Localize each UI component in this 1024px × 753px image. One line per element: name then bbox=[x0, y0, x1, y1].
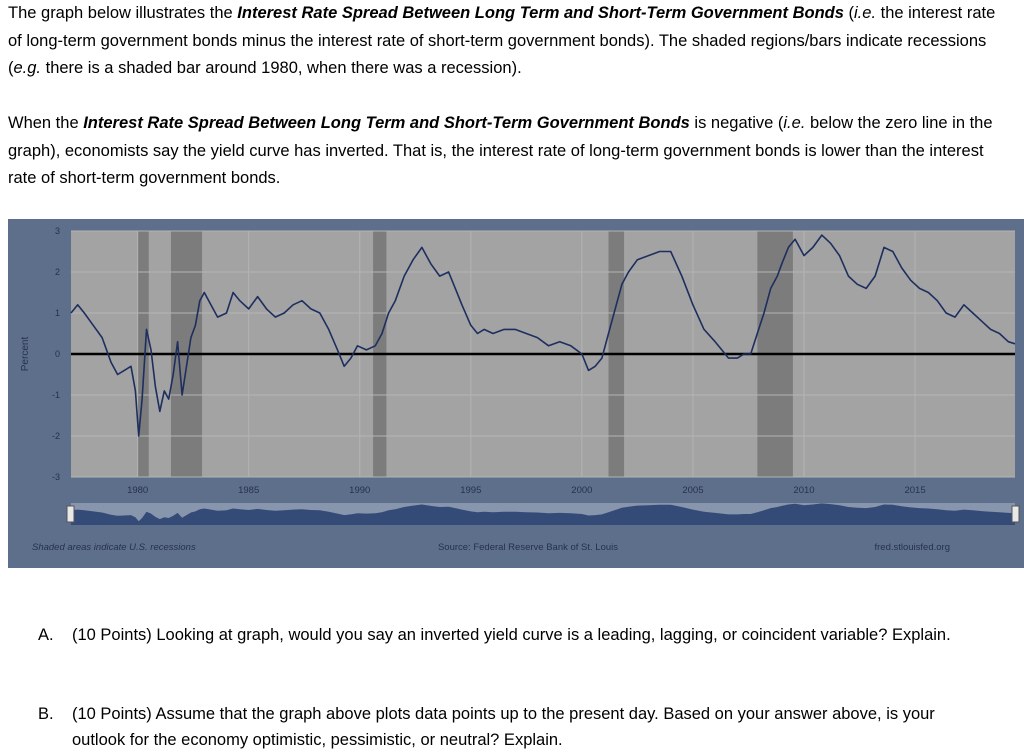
intro-paragraph-2: When the Interest Rate Spread Between Lo… bbox=[8, 114, 993, 187]
y-tick-label: 3 bbox=[55, 226, 60, 236]
question-letter: A. bbox=[38, 626, 54, 644]
intro-paragraph-1: The graph below illustrates the Interest… bbox=[8, 4, 996, 77]
y-axis-label: Percent bbox=[20, 337, 31, 372]
range-handle-right bbox=[1011, 505, 1020, 523]
x-tick-label: 2000 bbox=[571, 485, 592, 496]
x-tick-label: 1995 bbox=[460, 485, 481, 496]
chart-site: fred.stlouisfed.org bbox=[874, 542, 950, 553]
y-tick-label: -3 bbox=[52, 472, 60, 482]
x-tick-label: 1990 bbox=[349, 485, 370, 496]
chart-footer-note: Shaded areas indicate U.S. recessions bbox=[32, 542, 196, 553]
y-tick-label: 1 bbox=[55, 308, 60, 318]
y-tick-label: -1 bbox=[52, 390, 60, 400]
x-tick-label: 2015 bbox=[904, 485, 925, 496]
spread-series-line bbox=[70, 234, 1016, 437]
question-letter: B. bbox=[38, 705, 54, 723]
y-tick-label: -2 bbox=[52, 431, 60, 441]
range-handle-left bbox=[66, 505, 75, 523]
x-tick-label: 2005 bbox=[682, 485, 703, 496]
chart-source: Source: Federal Reserve Bank of St. Loui… bbox=[438, 542, 618, 553]
y-tick-label: 2 bbox=[55, 267, 60, 277]
x-tick-label: 1985 bbox=[238, 485, 259, 496]
y-tick-label: 0 bbox=[55, 349, 60, 359]
question-text: (10 Points) Looking at graph, would you … bbox=[72, 626, 951, 644]
range-navigator-area bbox=[71, 503, 1015, 525]
x-tick-label: 2010 bbox=[793, 485, 814, 496]
fred-chart-panel: 3 2 1 0 -1 -2 -3 1980 1985 1990 1995 2000 2005 2010 20… bbox=[8, 219, 1024, 568]
question-text: (10 Points) Assume that the graph above … bbox=[72, 705, 935, 749]
x-tick-label: 1980 bbox=[127, 485, 148, 496]
yield-spread-chart: 3 2 1 0 -1 -2 -3 1980 1985 1990 1995 2000 2005 2010 20… bbox=[20, 226, 1020, 553]
